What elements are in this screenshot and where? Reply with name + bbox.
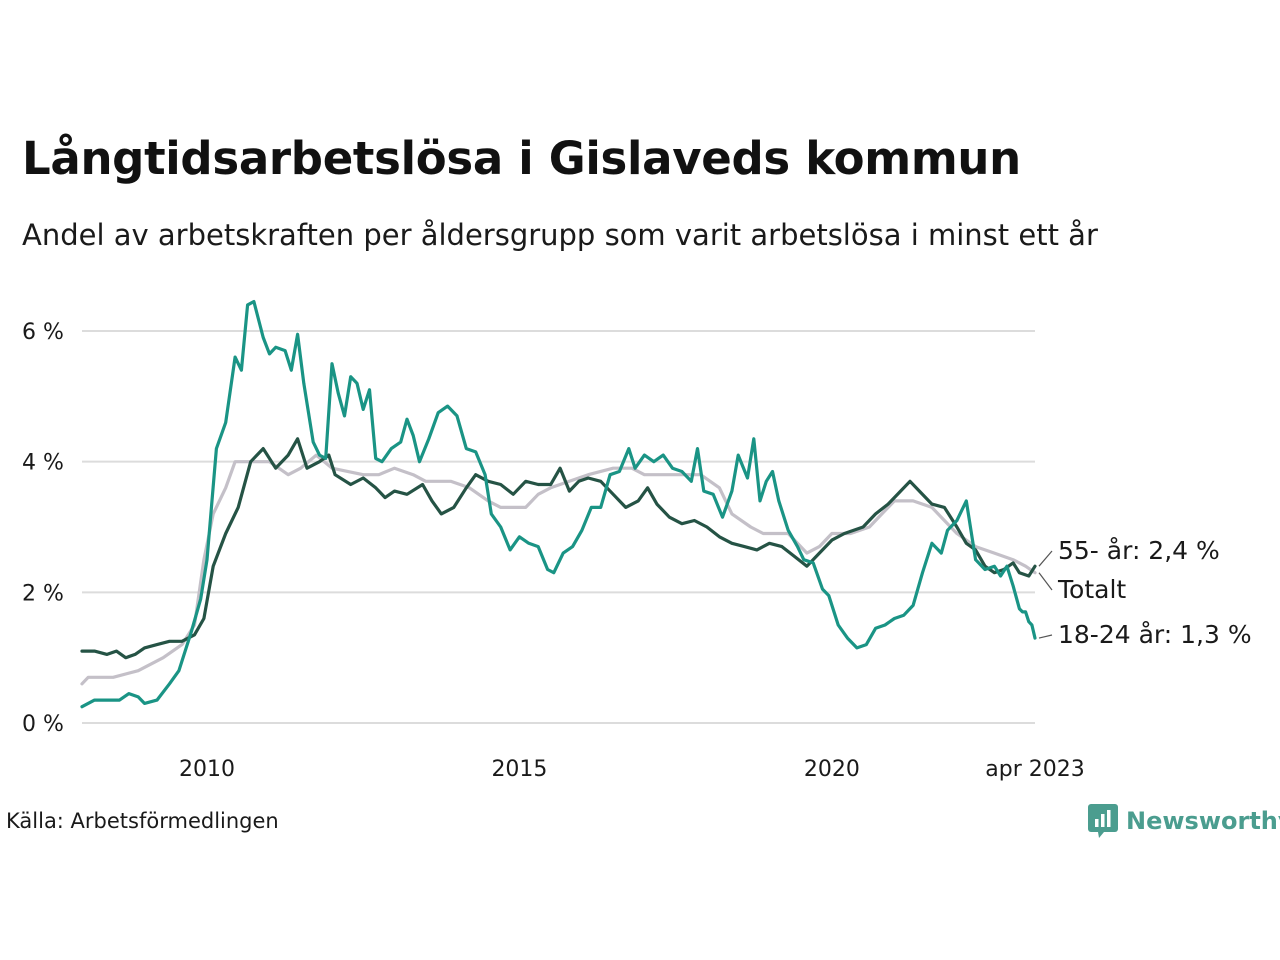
chart-subtitle: Andel av arbetskraften per åldersgrupp s… bbox=[22, 218, 1098, 252]
x-tick-label: 2015 bbox=[491, 757, 547, 782]
x-tick-label: 2010 bbox=[179, 757, 235, 782]
series-lines bbox=[80, 300, 1037, 709]
y-tick-label: 4 % bbox=[22, 451, 64, 476]
x-axis-tick-labels: 2010 2015 2020 apr 2023 bbox=[179, 757, 1085, 782]
newsworthy-logo-icon bbox=[1088, 804, 1118, 838]
series-line-1 bbox=[80, 453, 1037, 686]
x-tick-label: apr 2023 bbox=[985, 757, 1084, 782]
series-end-label: 55- år: 2,4 % bbox=[1058, 536, 1220, 565]
series-end-label: 18-24 år: 1,3 % bbox=[1058, 620, 1252, 649]
series-line-2 bbox=[80, 437, 1037, 660]
x-tick-label: 2020 bbox=[804, 757, 860, 782]
source-note: Källa: Arbetsförmedlingen bbox=[6, 809, 279, 833]
newsworthy-logo[interactable]: Newsworthy bbox=[1088, 804, 1280, 838]
y-tick-label: 2 % bbox=[22, 581, 64, 606]
series-line-3 bbox=[80, 300, 1037, 709]
chart-title: Långtidsarbetslösa i Gislaveds kommun bbox=[22, 132, 1021, 185]
y-tick-label: 6 % bbox=[22, 320, 64, 345]
label-leader-line bbox=[1038, 634, 1053, 639]
label-leader-line bbox=[1038, 550, 1053, 567]
grid-lines bbox=[82, 330, 1035, 724]
label-leader-line bbox=[1038, 572, 1053, 591]
y-axis-tick-labels: 0 % 2 % 4 % 6 % bbox=[22, 320, 64, 737]
series-end-labels: Totalt 55- år: 2,4 % 18-24 år: 1,3 % bbox=[1038, 536, 1252, 649]
series-end-label: Totalt bbox=[1057, 575, 1126, 604]
y-tick-label: 0 % bbox=[22, 712, 64, 737]
newsworthy-brand-name: Newsworthy bbox=[1126, 807, 1280, 835]
